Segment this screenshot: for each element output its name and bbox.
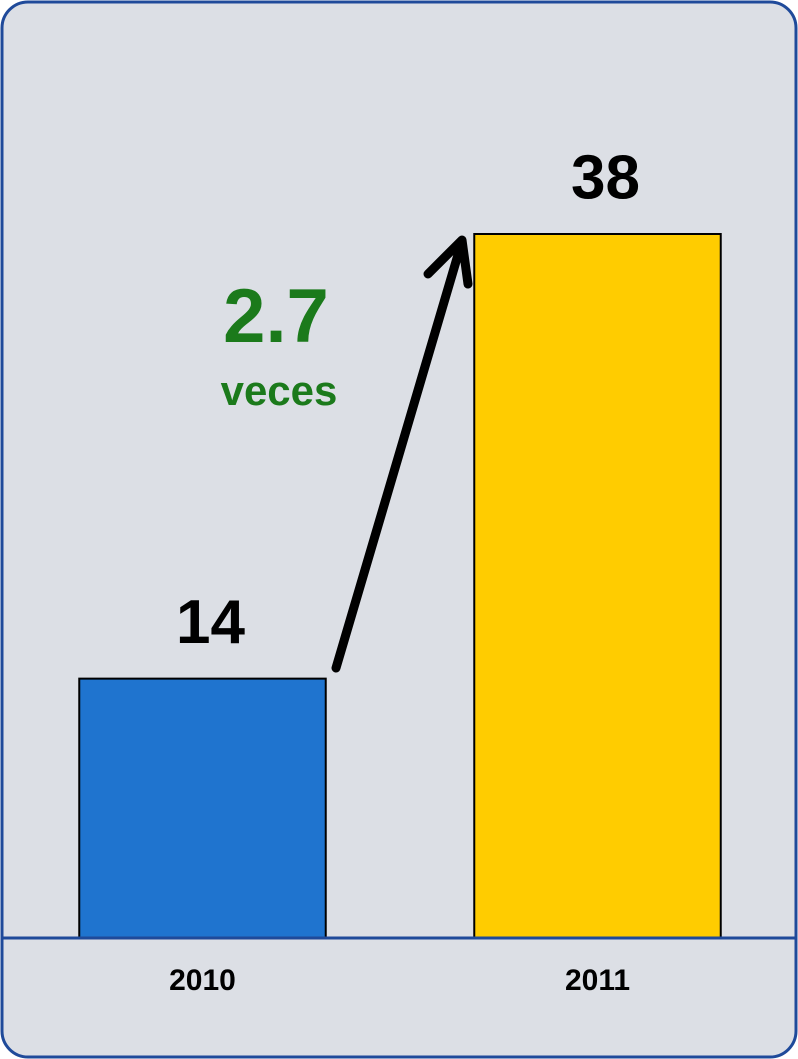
- bar: [78, 677, 327, 939]
- value-label: 14: [176, 588, 245, 657]
- x-tick-label: 2011: [565, 964, 630, 997]
- growth-arrow: [331, 235, 473, 673]
- x-tick-label: 2010: [169, 964, 236, 997]
- arrow-head: [423, 235, 473, 289]
- bar: [473, 233, 722, 939]
- arrow-shaft: [331, 243, 465, 673]
- annotation-ratio: 2.7: [223, 274, 329, 359]
- annotation-unit: veces: [221, 367, 338, 414]
- value-label: 38: [571, 143, 640, 212]
- plot-area: [78, 233, 722, 939]
